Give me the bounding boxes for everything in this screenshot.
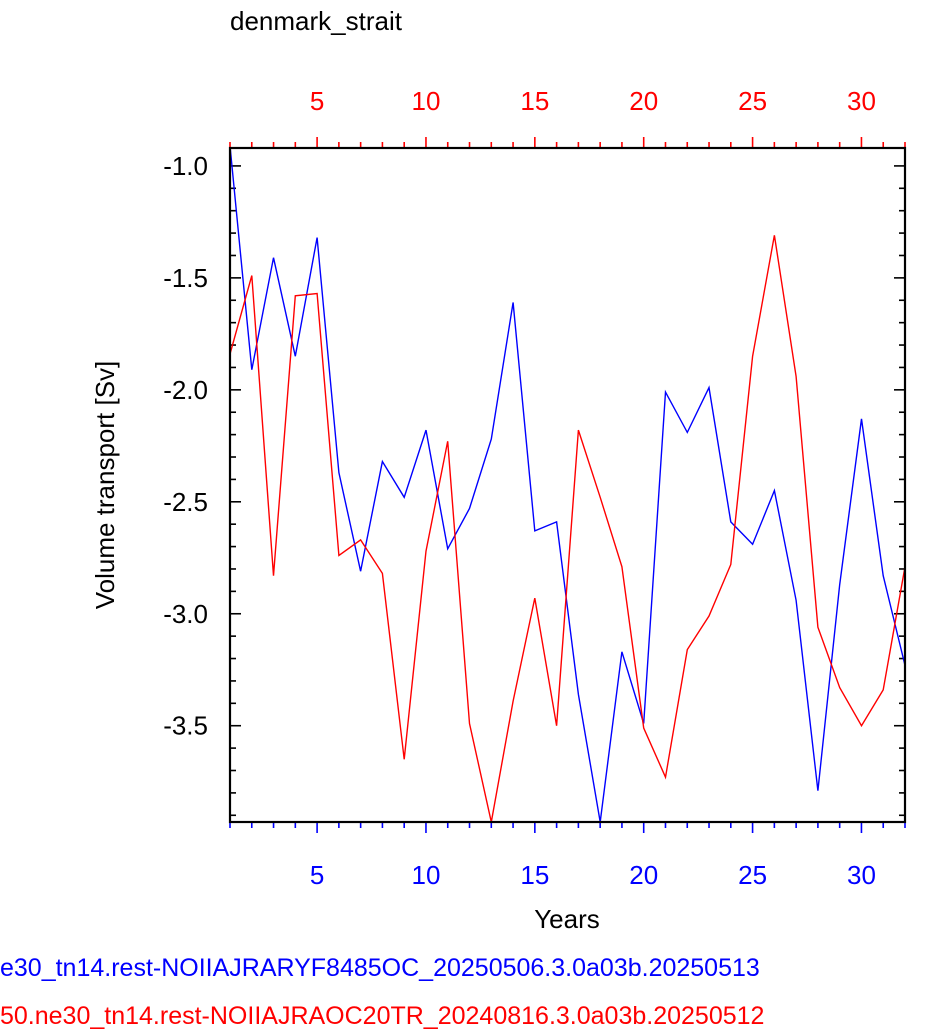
series-line-red	[230, 235, 905, 822]
y-tick-label: -2.5	[163, 487, 208, 517]
y-tick-label: -1.0	[163, 151, 208, 181]
y-tick-label: -1.5	[163, 263, 208, 293]
series-line-blue	[230, 148, 905, 822]
axis-ticks	[229, 137, 906, 833]
plot-frame	[228, 146, 907, 824]
x-tick-label-top: 5	[310, 86, 324, 116]
caption-blue: e30_tn14.rest-NOIIAJRARYF8485OC_20250506…	[0, 954, 760, 982]
data-series	[230, 148, 905, 822]
y-tick-label: -3.5	[163, 711, 208, 741]
chart-title: denmark_strait	[230, 6, 403, 36]
x-tick-label-top: 10	[412, 86, 441, 116]
x-tick-label-top: 25	[738, 86, 767, 116]
x-tick-label-top: 20	[629, 86, 658, 116]
x-tick-label-bottom: 20	[629, 860, 658, 890]
x-tick-label-bottom: 10	[412, 860, 441, 890]
y-tick-label: -3.0	[163, 599, 208, 629]
x-tick-label-bottom: 30	[847, 860, 876, 890]
x-tick-label-top: 30	[847, 86, 876, 116]
x-tick-label-bottom: 25	[738, 860, 767, 890]
y-tick-label: -2.0	[163, 375, 208, 405]
tick-labels: 5 5 10 10 15 15 20 20 25 25 30 30 -1.0 -1.5 -2.0 -2.5 -3…	[163, 86, 876, 890]
x-tick-label-bottom: 15	[520, 860, 549, 890]
caption-red: 50.ne30_tn14.rest-NOIIAJRAOC20TR_2024081…	[0, 1002, 764, 1030]
x-tick-label-top: 15	[520, 86, 549, 116]
x-axis-label: Years	[534, 904, 600, 934]
x-tick-label-bottom: 5	[310, 860, 324, 890]
y-axis-label: Volume transport [Sv]	[90, 361, 120, 610]
